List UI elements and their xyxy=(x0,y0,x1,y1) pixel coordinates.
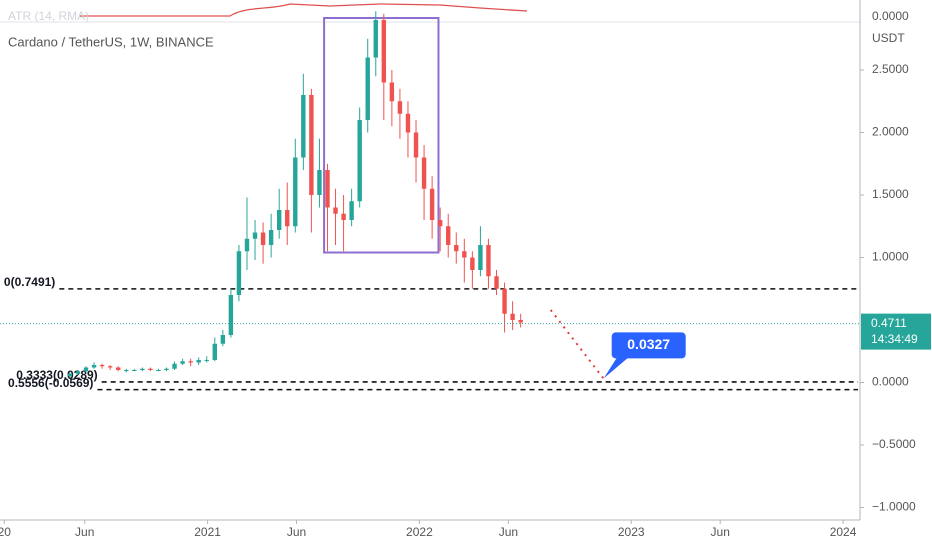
candle-body xyxy=(204,360,209,361)
atr-line xyxy=(80,3,528,17)
countdown-label: 14:34:49 xyxy=(871,332,918,346)
candle-body xyxy=(301,95,306,158)
candle-body xyxy=(244,238,250,252)
x-tick-label: 2024 xyxy=(830,525,857,539)
x-tick-label: 2022 xyxy=(406,525,433,539)
candle-body xyxy=(421,157,427,189)
target-box xyxy=(611,332,686,359)
x-tick-label: 2023 xyxy=(618,525,645,539)
candle-body xyxy=(156,370,161,371)
candle-body xyxy=(285,210,290,227)
candle-body xyxy=(228,295,234,335)
candle-body xyxy=(293,157,298,227)
candle-body xyxy=(180,361,185,364)
candle-body xyxy=(124,370,129,371)
candle-body xyxy=(397,101,403,114)
x-tick-label: 20 xyxy=(0,525,11,539)
candle-body xyxy=(276,210,282,230)
candle-body xyxy=(220,335,226,344)
target-pointer xyxy=(603,356,630,379)
candle-body xyxy=(132,370,137,371)
y-tick-label: 1.5000 xyxy=(872,187,909,201)
candle-body xyxy=(252,232,258,239)
candle-body xyxy=(462,251,467,258)
candle-body xyxy=(413,132,419,158)
candle-body xyxy=(164,368,169,370)
candle-body xyxy=(365,57,370,120)
chart-title: Cardano / TetherUS, 1W, BINANCE xyxy=(8,34,214,49)
target-label: 0.0327 xyxy=(627,336,670,352)
candle-body xyxy=(309,95,314,195)
candle-body xyxy=(196,360,201,363)
last-price-tag xyxy=(861,313,931,350)
candle-body xyxy=(502,288,507,314)
candle-body xyxy=(341,213,346,220)
currency-label: USDT xyxy=(872,31,905,45)
candle-body xyxy=(115,367,121,370)
candle-body xyxy=(446,226,451,245)
x-tick-label: Jun xyxy=(287,525,306,539)
candle-body xyxy=(405,113,411,133)
candle-body xyxy=(236,251,242,295)
candle-body xyxy=(107,366,113,368)
candle-body xyxy=(333,207,338,214)
candle-body xyxy=(188,361,193,363)
candle-body xyxy=(83,367,89,372)
candle-body xyxy=(478,245,483,270)
candle-body xyxy=(381,20,387,83)
candle-body xyxy=(317,170,322,195)
candle-body xyxy=(494,276,499,289)
candle-body xyxy=(470,257,475,270)
candle-body xyxy=(172,363,177,369)
candle-body xyxy=(349,201,354,220)
x-tick-label: 2021 xyxy=(194,525,221,539)
projection-line xyxy=(549,309,605,380)
candle-body xyxy=(437,220,443,227)
last-price-label: 0.4711 xyxy=(871,316,907,330)
y-tick-label: −1.0000 xyxy=(872,500,916,514)
candle-body xyxy=(486,245,491,277)
x-tick-label: Jun xyxy=(499,525,518,539)
range-box xyxy=(323,17,440,254)
candle-body xyxy=(212,343,217,360)
candle-body xyxy=(75,371,81,374)
candle-body xyxy=(140,368,145,370)
candle-body xyxy=(518,320,523,323)
indicator-label: ATR (14, RMA) xyxy=(8,9,89,23)
candle-body xyxy=(454,245,459,252)
candle-body xyxy=(99,365,105,367)
level-label: 0(0.7491) xyxy=(4,275,55,289)
candle-body xyxy=(510,313,515,320)
candle-body xyxy=(268,230,274,245)
x-tick-label: Jun xyxy=(75,525,94,539)
y-tick-label: 2.5000 xyxy=(872,62,909,76)
candle-body xyxy=(357,120,362,202)
candle-body xyxy=(260,232,266,245)
candle-body xyxy=(325,170,330,208)
y-tick-label: −0.5000 xyxy=(872,437,916,451)
x-tick-label: Jun xyxy=(711,525,730,539)
y-tick-label: 0.0000 xyxy=(872,375,909,389)
y-tick-label: 2.0000 xyxy=(872,125,909,139)
level-label: 0.5556(-0.0569) xyxy=(8,376,93,390)
candle-body xyxy=(67,373,73,377)
candle-body xyxy=(389,82,395,102)
y-tick-label: 1.0000 xyxy=(872,250,909,264)
indicator-value: 0.0000 xyxy=(872,9,909,23)
candle-body xyxy=(373,20,378,58)
candle-body xyxy=(148,368,153,370)
candle-body xyxy=(91,365,97,368)
candle-body xyxy=(429,188,435,220)
